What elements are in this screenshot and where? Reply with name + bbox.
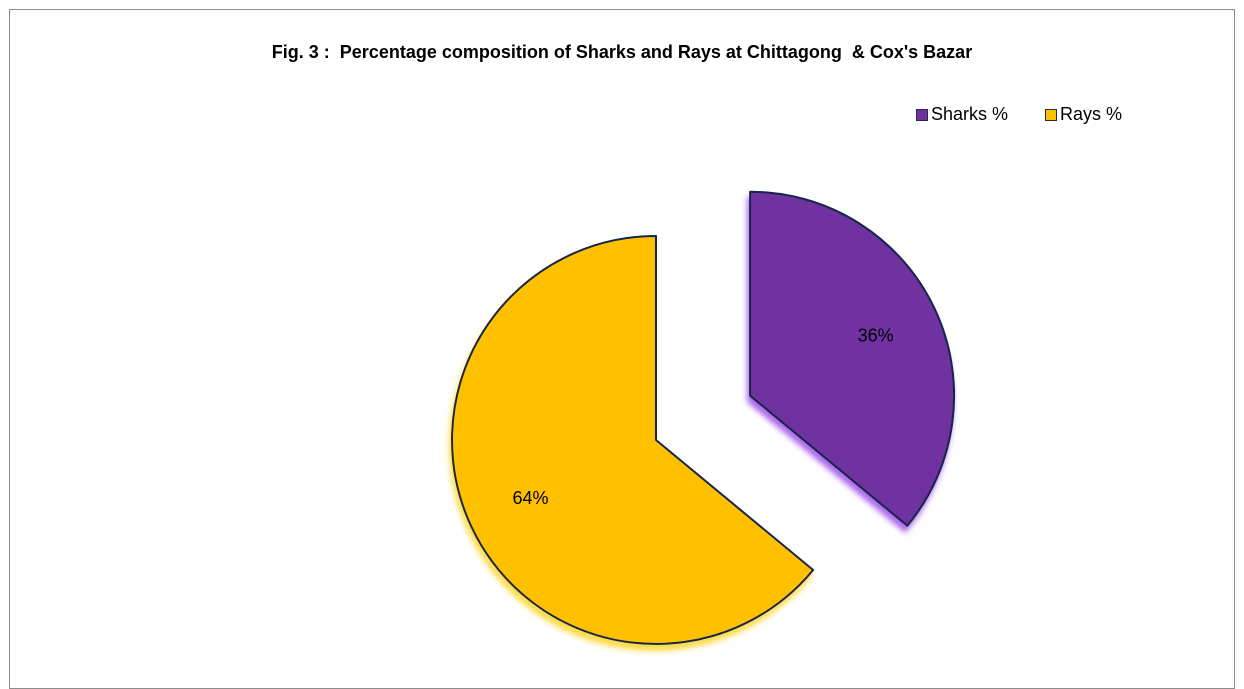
- legend-item-rays: Rays %: [1045, 104, 1122, 125]
- legend-label-sharks: Sharks %: [931, 104, 1009, 124]
- pie-chart: 36% 64%: [451, 190, 956, 645]
- legend-item-sharks: Sharks %: [916, 104, 1008, 125]
- legend-swatch-rays: [1045, 108, 1058, 121]
- pie-slice-sharks: [749, 190, 956, 527]
- data-label-sharks: 36%: [858, 325, 894, 345]
- chart-title: Fig. 3 : Percentage composition of Shark…: [271, 42, 973, 62]
- pie-slice-rays: [451, 235, 815, 645]
- legend: Sharks % Rays %: [916, 104, 1122, 125]
- data-label-rays: 64%: [512, 488, 548, 508]
- legend-label-rays: Rays %: [1060, 104, 1123, 124]
- legend-swatch-sharks: [916, 108, 928, 121]
